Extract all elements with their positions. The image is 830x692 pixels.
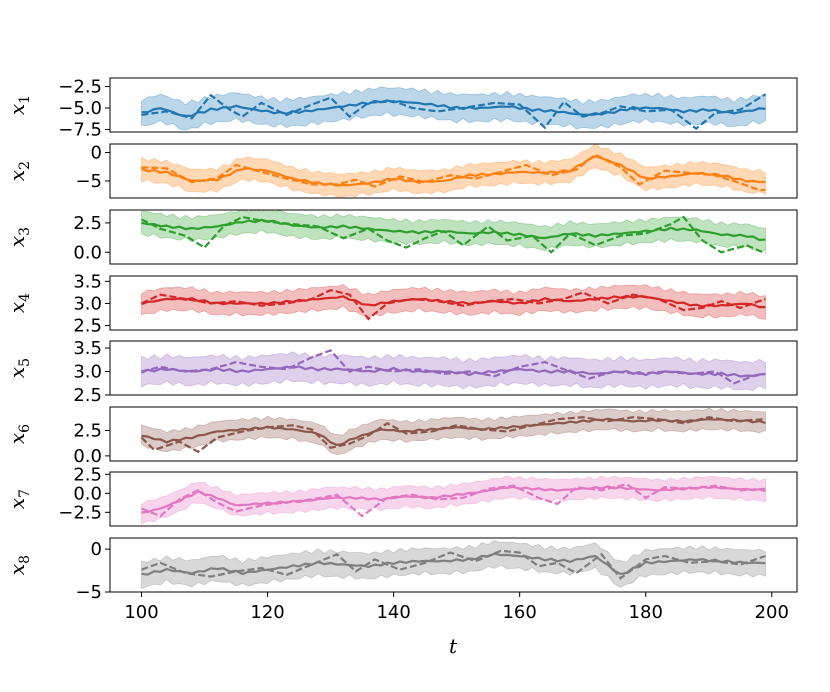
y-axis-label-x4: x4 <box>5 293 33 313</box>
plot-area-x2 <box>141 144 766 198</box>
observed-line-x3 <box>141 215 766 255</box>
y-axis-label-x5: x5 <box>5 358 33 378</box>
y-axis-label-x1: x1 <box>5 95 33 115</box>
x-tick-label: 200 <box>755 602 789 623</box>
x-tick-label: 180 <box>629 602 663 623</box>
y-tick-label-x5: 3.0 <box>73 362 102 383</box>
plot-area-x6 <box>140 407 766 456</box>
panel-frame-x5 <box>109 340 798 396</box>
plot-area-x1 <box>141 86 767 131</box>
observed-line-x1 <box>141 93 767 130</box>
panel-frame-x6 <box>109 406 798 462</box>
panel-x2: 0 −5 x2 <box>5 143 798 199</box>
shared-x-axis: 100 120 140 160 180 200 <box>124 592 789 623</box>
y-tick-label-x1: −2.5 <box>58 77 102 98</box>
y-axis-label-x8: x8 <box>5 555 33 575</box>
y-tick-label-x1: −7.5 <box>58 119 102 140</box>
mean-line-x3 <box>141 218 766 242</box>
y-tick-label-x8: −5 <box>75 582 102 603</box>
uncertainty-band-x8 <box>141 540 766 589</box>
observed-line-x7 <box>141 483 766 518</box>
y-tick-label-x6: 2.5 <box>73 420 102 441</box>
observed-line-x8 <box>141 549 766 580</box>
x-tick-label: 140 <box>376 602 410 623</box>
observed-line-x5 <box>141 349 766 385</box>
x-tick-label: 120 <box>250 602 284 623</box>
observed-line-x2 <box>141 153 766 192</box>
y-tick-label-x7: 0.0 <box>73 483 102 504</box>
panel-x5: 3.5 3.02.5 x5 <box>5 338 798 406</box>
plot-area-x4 <box>141 283 766 321</box>
plot-area-x7 <box>141 475 766 525</box>
panel-x3: 2.5 0.0 x3 <box>5 209 798 265</box>
panel-frame-x3 <box>109 209 798 265</box>
x-axis-label: t <box>449 634 458 658</box>
y-tick-label-x7: −2.5 <box>58 502 102 523</box>
y-axis-label-x2: x2 <box>5 161 33 181</box>
y-tick-label-x5: 2.5 <box>73 385 102 406</box>
panel-x1: −2.5−5.0−7.5 x1 <box>5 77 798 140</box>
y-tick-label-x1: −5.0 <box>58 98 102 119</box>
uncertainty-band-x2 <box>141 144 766 198</box>
y-axis-label-x7: x7 <box>5 489 33 509</box>
chart-panels: −2.5−5.0−7.5x10−5x22.50.0x33.53.02.5x43.… <box>5 77 798 603</box>
y-tick-label-x7: 2.5 <box>73 464 102 485</box>
uncertainty-band-x7 <box>141 475 766 525</box>
y-tick-label-x3: 2.5 <box>73 213 102 234</box>
panel-frame-x8 <box>109 537 798 593</box>
uncertainty-band-x3 <box>141 210 766 252</box>
mean-line-x8 <box>141 552 766 576</box>
uncertainty-band-x5 <box>141 351 766 392</box>
plot-area-x3 <box>141 210 766 255</box>
y-tick-label-x8: 0 <box>91 539 102 560</box>
y-tick-label-x4: 3.5 <box>73 271 102 292</box>
x-tick-label: 100 <box>124 602 158 623</box>
panel-x4: 3.53.02.5 x4 <box>5 271 798 337</box>
y-tick-label-x5: 3.5 <box>73 338 102 359</box>
panel-x8: 0 −5 x8 <box>5 537 798 603</box>
y-axis-label-x3: x3 <box>5 227 33 247</box>
panel-frame-x7 <box>109 471 798 527</box>
panel-x7: 2.50.0−2.5 x7 <box>5 464 798 527</box>
y-tick-label-x4: 3.0 <box>73 293 102 314</box>
panel-x6: 2.5 0.0 x6 <box>5 406 798 467</box>
y-axis-label-x6: x6 <box>5 424 33 444</box>
observed-line-x4 <box>141 289 766 321</box>
x-tick-label: 160 <box>502 602 536 623</box>
mean-line-x2 <box>141 155 766 187</box>
y-tick-label-x2: −5 <box>75 171 102 192</box>
y-tick-label-x4: 2.5 <box>73 316 102 337</box>
observed-line-x6 <box>140 416 766 454</box>
plot-area-x5 <box>141 349 766 392</box>
y-tick-label-x6: 0.0 <box>73 446 102 467</box>
mean-line-x1 <box>141 99 766 117</box>
panel-frame-x1 <box>109 77 798 133</box>
panel-frame-x2 <box>109 143 798 199</box>
plot-area-x8 <box>141 540 766 589</box>
y-tick-label-x2: 0 <box>91 143 102 164</box>
y-tick-label-x3: 0.0 <box>73 242 102 263</box>
